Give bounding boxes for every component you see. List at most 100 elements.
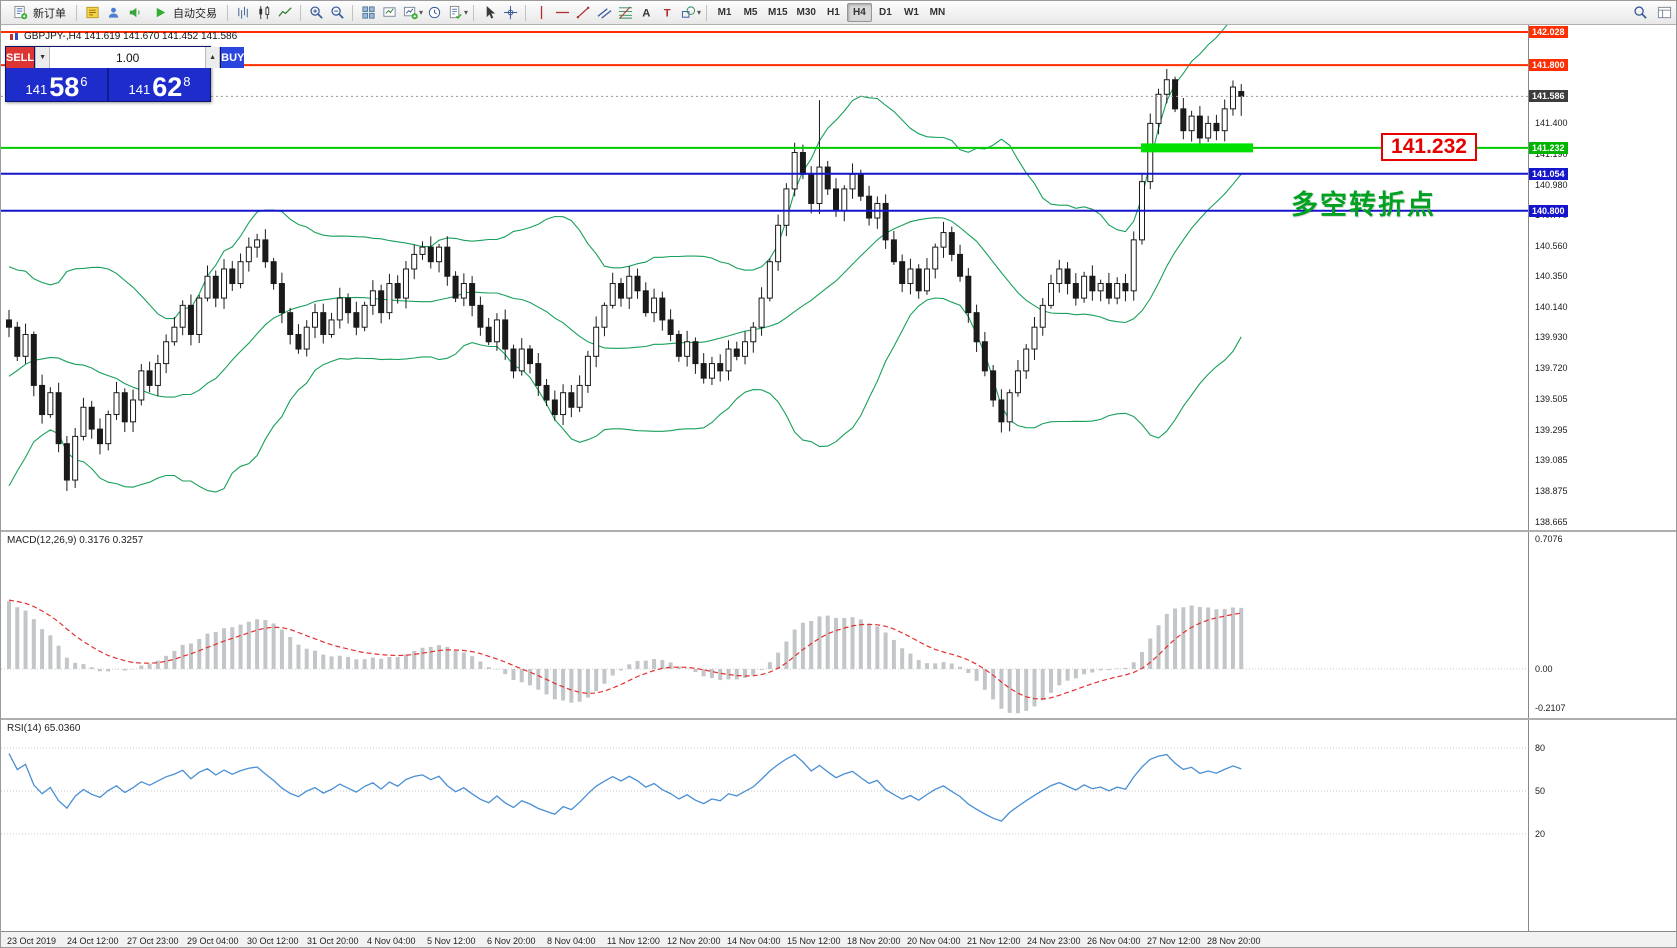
text-tool-icon[interactable]: A <box>636 3 656 23</box>
price-tick: 139.295 <box>1535 424 1568 435</box>
buy-price[interactable]: 141 62 8 <box>109 68 210 101</box>
new-order-icon <box>10 3 30 23</box>
bid-ask-prices: 141 58 6 141 62 8 <box>6 68 210 101</box>
timeframe-button-m5[interactable]: M5 <box>738 3 763 22</box>
time-label: 26 Nov 04:00 <box>1087 936 1141 946</box>
price-tick: 139.085 <box>1535 455 1568 466</box>
metaeditor-icon[interactable] <box>82 3 102 23</box>
alerts-icon[interactable] <box>124 3 144 23</box>
price-tick: 141.400 <box>1535 118 1568 129</box>
shapes-caret-icon[interactable]: ▾ <box>697 8 702 17</box>
macd-axis-label: -0.2107 <box>1535 702 1566 713</box>
time-label: 11 Nov 12:00 <box>607 936 660 946</box>
channel-tool-icon[interactable] <box>594 3 614 23</box>
buy-button[interactable]: BUY <box>220 47 245 68</box>
chart-ohlc-header: GBPJPY-,H4 141.619 141.670 141.452 141.5… <box>9 31 237 42</box>
new-order-button[interactable]: 新订单 <box>5 3 71 23</box>
price-tick: 140.140 <box>1535 301 1568 312</box>
horizontal-line-tool-icon[interactable] <box>552 3 572 23</box>
toolbar-separator <box>706 4 708 21</box>
vertical-line-tool-icon[interactable] <box>531 3 551 23</box>
period-clock-icon[interactable] <box>424 3 444 23</box>
price-tick: 140.350 <box>1535 271 1568 282</box>
buy-price-big: 62 <box>152 72 183 103</box>
volume-up-button[interactable]: ▲ <box>205 47 221 68</box>
time-label: 15 Nov 12:00 <box>787 936 841 946</box>
time-label: 30 Oct 12:00 <box>247 936 299 946</box>
rsi-panel-canvas[interactable] <box>1 719 1528 931</box>
workspace-panels-icon[interactable] <box>1654 3 1674 23</box>
bar-chart-mode-icon[interactable] <box>233 3 253 23</box>
sell-price[interactable]: 141 58 6 <box>6 68 107 101</box>
timeframe-button-w1[interactable]: W1 <box>899 3 924 22</box>
autotrading-button[interactable]: 自动交易 <box>145 3 222 23</box>
panel-divider[interactable] <box>1 530 1676 532</box>
shapes-tool-icon[interactable] <box>678 3 698 23</box>
time-label: 24 Oct 12:00 <box>67 936 119 946</box>
timeframe-button-h4[interactable]: H4 <box>846 3 872 22</box>
time-label: 18 Nov 20:00 <box>847 936 901 946</box>
time-label: 27 Nov 12:00 <box>1147 936 1201 946</box>
line-chart-mode-icon[interactable] <box>275 3 295 23</box>
time-label: 20 Nov 04:00 <box>907 936 961 946</box>
crosshair-icon[interactable] <box>500 3 520 23</box>
timeframe-button-m1[interactable]: M1 <box>712 3 737 22</box>
volume-control: ▼ ▲ <box>35 47 221 68</box>
chart-shift-icon[interactable] <box>379 3 399 23</box>
buy-price-prefix: 141 <box>128 82 151 97</box>
svg-text:T: T <box>663 8 670 20</box>
time-axis[interactable]: 23 Oct 2019 24 Oct 12:00 27 Oct 23:00 29 Oc… <box>1 931 1676 947</box>
timeframe-button-m15[interactable]: M15 <box>764 3 791 22</box>
tile-windows-icon[interactable] <box>358 3 378 23</box>
panel-divider[interactable] <box>1 718 1676 720</box>
sell-button[interactable]: SELL <box>6 47 36 68</box>
price-tick: 140.560 <box>1535 240 1568 251</box>
order-controls-row: SELL ▼ ▲ BUY <box>6 47 245 68</box>
price-chart-canvas[interactable] <box>1 25 1528 531</box>
zoom-in-icon[interactable] <box>306 3 326 23</box>
cursor-icon[interactable] <box>479 3 499 23</box>
price-badge: 141.586 <box>1529 90 1568 103</box>
horizontal-lines-layer <box>1 30 1528 212</box>
price-badge: 140.800 <box>1529 204 1568 217</box>
toolbar-right-group <box>1630 3 1674 23</box>
volume-input[interactable] <box>50 47 206 68</box>
toolbar-separator <box>473 4 475 21</box>
ohlc-text: GBPJPY-,H4 141.619 141.670 141.452 141.5… <box>24 31 238 42</box>
text-label-tool-icon[interactable]: T <box>657 3 677 23</box>
new-chart-icon[interactable] <box>400 3 420 23</box>
timeframe-button-h1[interactable]: H1 <box>821 3 846 22</box>
community-icon[interactable] <box>103 3 123 23</box>
template-icon[interactable] <box>445 3 465 23</box>
price-axis[interactable]: 141.400141.190140.980140.770140.560140.3… <box>1528 25 1676 931</box>
trendline-tool-icon[interactable] <box>573 3 593 23</box>
price-badge: 141.054 <box>1529 167 1568 180</box>
time-label: 8 Nov 04:00 <box>547 936 596 946</box>
timeframe-button-mn[interactable]: MN <box>925 3 950 22</box>
macd-axis-label: 0.00 <box>1535 664 1553 674</box>
new-chart-caret-icon[interactable]: ▾ <box>419 8 424 17</box>
volume-down-button[interactable]: ▼ <box>35 47 51 68</box>
zoom-out-icon[interactable] <box>327 3 347 23</box>
toolbar-separator <box>300 4 301 21</box>
time-label: 24 Nov 23:00 <box>1027 936 1081 946</box>
macd-panel-canvas[interactable] <box>1 531 1528 719</box>
time-label: 27 Oct 23:00 <box>127 936 179 946</box>
toolbar-separator <box>227 4 228 21</box>
time-label: 4 Nov 04:00 <box>367 936 416 946</box>
one-click-trading-panel: SELL ▼ ▲ BUY 141 58 6 141 62 8 <box>5 46 245 102</box>
time-label: 6 Nov 20:00 <box>487 936 536 946</box>
timeframe-button-d1[interactable]: D1 <box>873 3 898 22</box>
template-caret-icon[interactable]: ▾ <box>464 8 469 17</box>
turning-point-annotation: 多空转折点 <box>1291 190 1436 220</box>
autotrading-play-icon <box>150 3 170 23</box>
symbol-icon <box>10 32 18 40</box>
time-label: 23 Oct 2019 <box>7 936 57 946</box>
candlestick-mode-icon[interactable] <box>254 3 274 23</box>
timeframe-button-m30[interactable]: M30 <box>793 3 820 22</box>
toolbar-separator <box>525 4 527 21</box>
autotrading-label: 自动交易 <box>173 7 217 20</box>
candles-layer <box>6 68 1245 491</box>
fibonacci-tool-icon[interactable] <box>615 3 635 23</box>
search-icon[interactable] <box>1630 3 1650 23</box>
